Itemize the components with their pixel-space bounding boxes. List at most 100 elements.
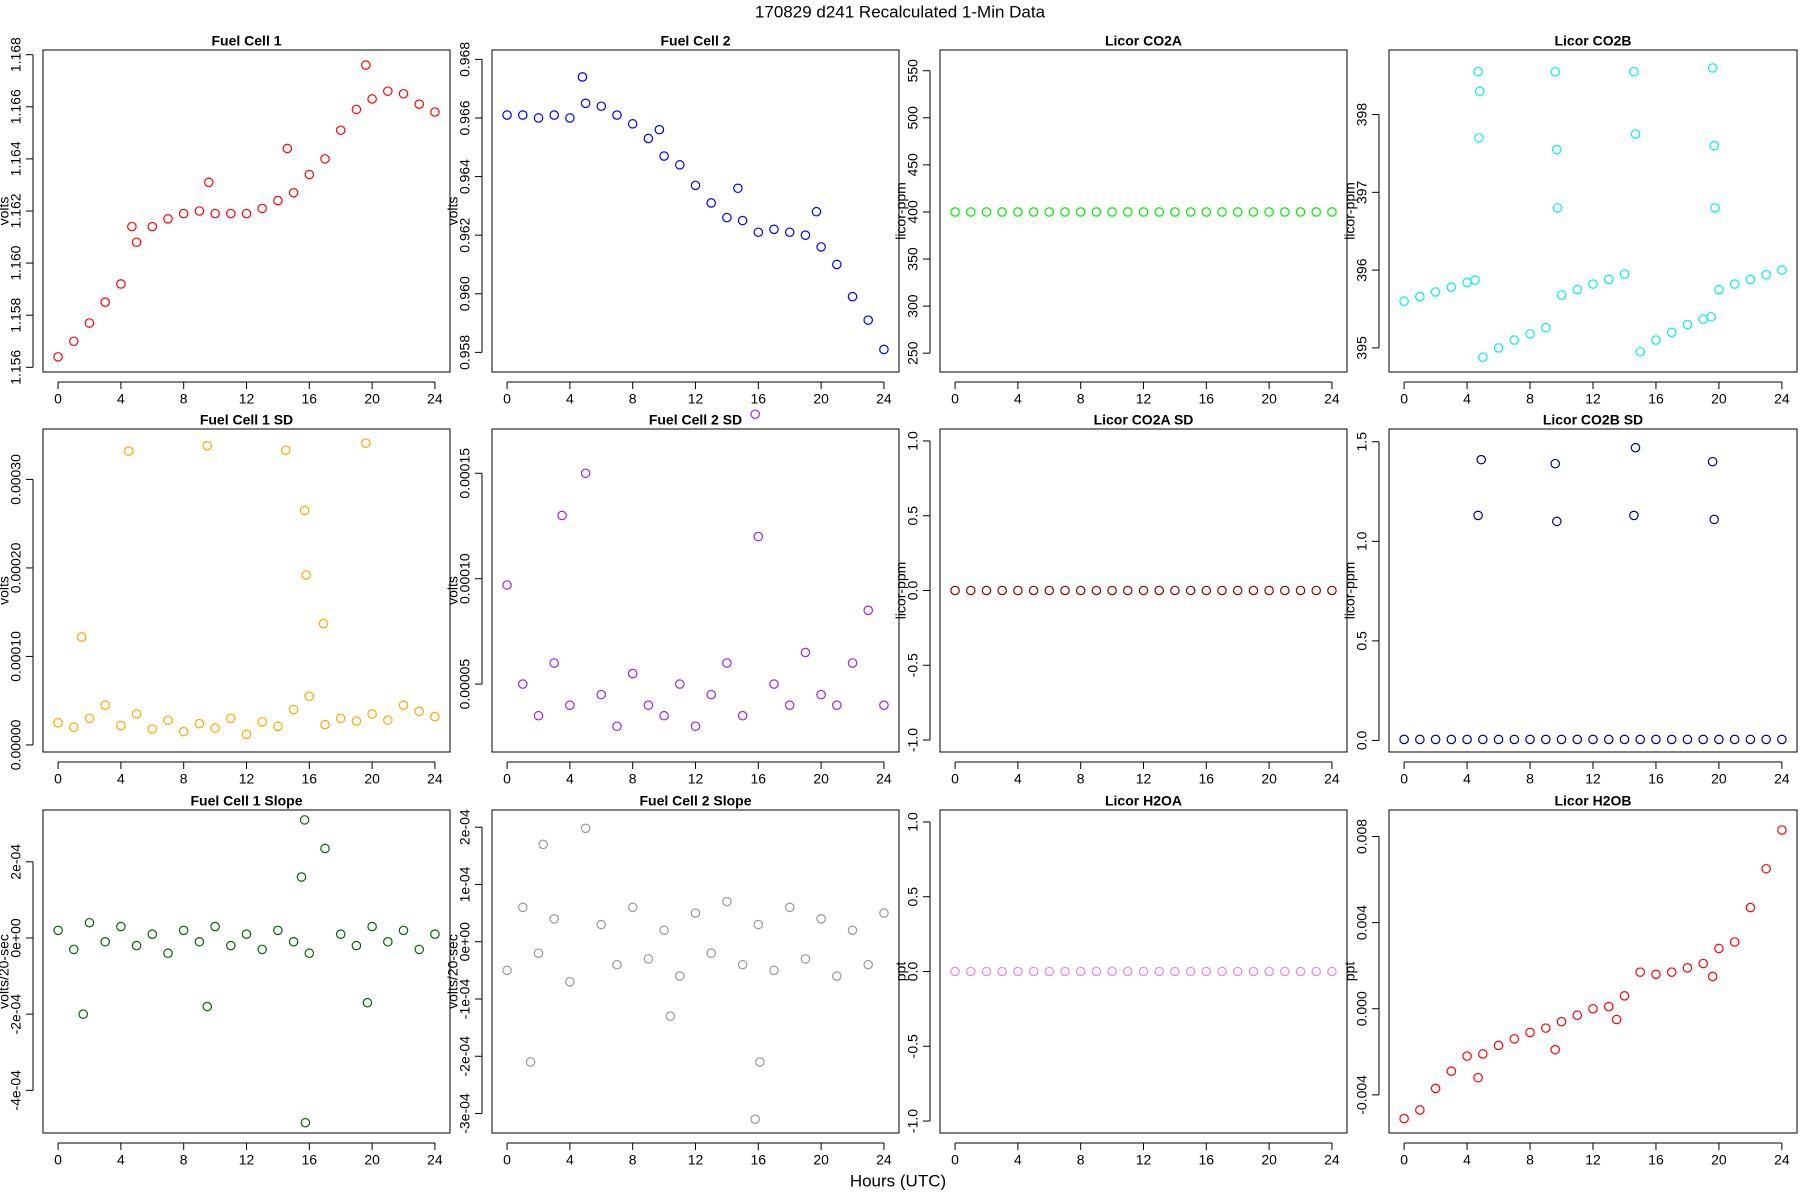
data-point	[1682, 963, 1693, 973]
x-tick-label: 8	[1526, 391, 1534, 407]
plot-frame	[42, 809, 451, 1134]
data-point	[596, 101, 607, 112]
x-tick-label: 0	[951, 391, 959, 407]
data-point	[1603, 1001, 1614, 1012]
data-point	[863, 605, 874, 616]
data-point	[430, 107, 440, 117]
data-point	[1013, 207, 1023, 217]
data-point	[1682, 734, 1693, 745]
x-tick-label: 4	[566, 391, 574, 407]
data-point	[1710, 203, 1720, 213]
y-tick-label: 0.00010	[457, 553, 473, 604]
data-point	[430, 929, 440, 939]
data-point	[296, 872, 307, 882]
data-point	[1761, 269, 1771, 280]
x-tick-label: 8	[1077, 391, 1085, 407]
x-tick-label: 24	[427, 1152, 443, 1168]
figure-title: 170829 d241 Recalculated 1-Min Data	[755, 2, 1046, 21]
data-point	[769, 679, 779, 689]
panel-title: Fuel Cell 2	[660, 33, 730, 49]
y-tick-label: 1.0	[905, 812, 921, 832]
data-point	[816, 914, 826, 924]
data-point	[299, 815, 310, 825]
y-tick-label: 0.5	[905, 887, 921, 907]
x-tick-label: 8	[1526, 771, 1534, 787]
data-point	[1476, 454, 1487, 465]
data-point	[1588, 279, 1598, 289]
panel-title: Licor CO2B	[1554, 33, 1631, 49]
data-point	[525, 1057, 536, 1067]
data-point	[1478, 1049, 1488, 1059]
x-tick-label: 0	[1400, 771, 1408, 787]
y-tick-label: 0.0	[905, 581, 921, 601]
data-point	[1028, 585, 1039, 596]
data-point	[750, 409, 760, 420]
data-point	[1122, 585, 1133, 596]
data-point	[210, 723, 220, 733]
data-point	[210, 921, 220, 932]
data-point	[997, 207, 1007, 217]
data-point	[1138, 207, 1149, 217]
data-point	[163, 715, 173, 725]
y-axis-label: volts/20-sec	[0, 934, 12, 1009]
x-tick-label: 4	[117, 1152, 125, 1168]
x-tick-label: 0	[503, 391, 511, 407]
y-tick-label: 1.166	[8, 89, 24, 124]
x-tick-label: 8	[629, 771, 637, 787]
data-point	[1217, 207, 1227, 217]
panel: Licor CO2B SD licor-ppm 0 4 8 12 16 20 24 0.0 0.5 1…	[1342, 412, 1798, 787]
data-point	[123, 446, 134, 456]
data-point	[241, 929, 252, 939]
data-point	[1154, 207, 1165, 217]
data-point	[1170, 585, 1180, 596]
data-point	[1060, 966, 1070, 977]
data-point	[1551, 516, 1562, 527]
panel-title: Licor H2OB	[1554, 793, 1631, 809]
data-point	[1619, 991, 1630, 1001]
data-point	[565, 700, 575, 710]
data-point	[1473, 510, 1483, 521]
data-point	[750, 1114, 760, 1125]
x-tick-label: 20	[813, 771, 829, 787]
x-tick-label: 12	[1585, 1152, 1601, 1168]
data-point	[53, 352, 63, 362]
plot-frame	[1388, 49, 1798, 373]
data-point	[659, 925, 669, 936]
data-point	[68, 944, 79, 955]
data-point	[502, 580, 512, 590]
y-tick-label: 350	[905, 247, 921, 271]
data-point	[210, 208, 220, 219]
data-point	[1185, 207, 1196, 217]
x-tick-label: 16	[302, 391, 318, 407]
data-point	[502, 965, 512, 976]
y-tick-label: 0.00010	[8, 631, 24, 682]
data-point	[1264, 966, 1274, 977]
x-tick-label: 24	[876, 391, 892, 407]
x-tick-label: 16	[751, 391, 767, 407]
data-point	[147, 724, 158, 734]
data-point	[1170, 966, 1180, 977]
data-point	[282, 143, 293, 154]
y-axis-label: ppt	[1342, 962, 1358, 982]
data-point	[1044, 585, 1055, 596]
data-point	[1630, 129, 1641, 139]
y-tick-label: -4e-04	[8, 1070, 24, 1111]
data-point	[981, 585, 992, 596]
data-point	[414, 99, 425, 109]
data-point	[225, 713, 236, 724]
data-point	[517, 679, 528, 689]
data-point	[53, 717, 63, 728]
panel-title: Licor CO2A SD	[1094, 412, 1194, 428]
data-point	[351, 716, 362, 726]
data-point	[1430, 1083, 1441, 1094]
panel-title: Fuel Cell 2 Slope	[639, 793, 751, 809]
panel: Fuel Cell 1 volts 0 4 8 12 16 20 24 1.156 1.158 1.1…	[0, 33, 451, 407]
panel: Fuel Cell 2 SD volts 0 4 8 12 16 20 24 0.00005 0.0…	[445, 409, 900, 787]
data-point	[1540, 734, 1551, 745]
x-tick-label: 20	[1261, 1152, 1277, 1168]
data-point	[1430, 734, 1441, 745]
panel: Fuel Cell 1 Slope volts/20-sec 0 4 8 12 16 20 24…	[0, 793, 451, 1168]
panel: Licor H2OA ppt 0 4 8 12 16 20 24 -1.0 -0.5 0.0 0.5 1.…	[893, 793, 1348, 1168]
data-point	[1122, 966, 1133, 977]
